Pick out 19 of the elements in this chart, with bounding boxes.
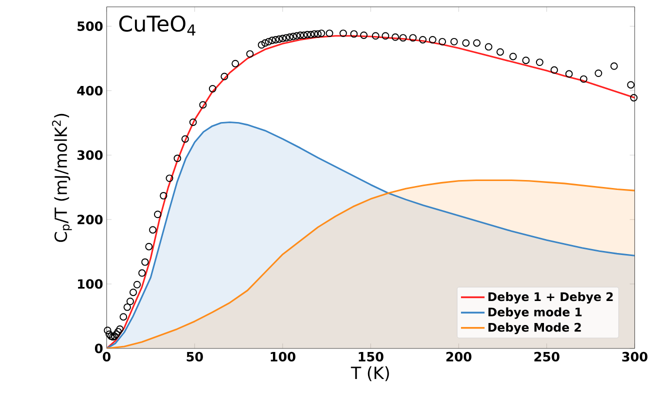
chart-title: CuTeO$_{4}$ xyxy=(119,15,196,36)
x-tick-label: 0 xyxy=(102,352,110,362)
legend-label: Debye 1 + Debye 2 xyxy=(488,292,613,304)
x-tick-label: 200 xyxy=(446,352,472,362)
legend-label: Debye Mode 2 xyxy=(488,322,581,334)
y-axis-title: C$_{p}$/T (mJ/molK$^{2}$) xyxy=(52,114,72,242)
x-tick-label: 150 xyxy=(358,352,384,362)
x-tick-label: 50 xyxy=(186,352,203,362)
y-tick-label: 0 xyxy=(94,343,103,354)
legend-label: Debye mode 1 xyxy=(488,307,582,319)
x-tick-label: 250 xyxy=(534,352,560,362)
y-tick-label: 400 xyxy=(77,86,103,96)
y-tick-label: 200 xyxy=(78,214,103,224)
y-tick-label: 300 xyxy=(77,150,103,160)
x-tick-label: 300 xyxy=(622,352,648,362)
x-tick-label: 100 xyxy=(270,352,296,362)
y-tick-label: 500 xyxy=(78,21,103,31)
y-tick-label: 100 xyxy=(78,278,103,289)
x-axis-title: T (K) xyxy=(350,366,389,381)
